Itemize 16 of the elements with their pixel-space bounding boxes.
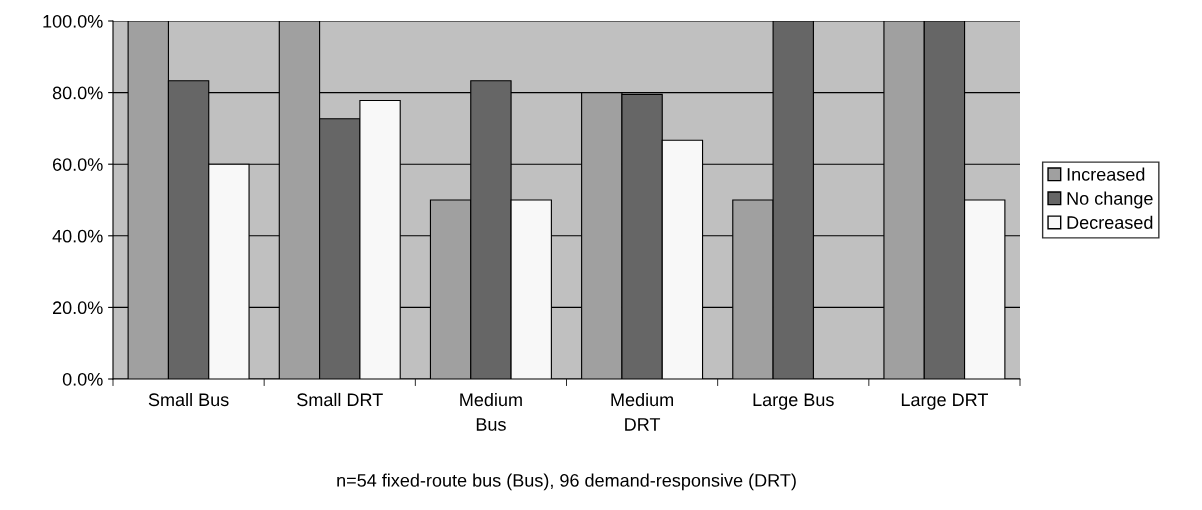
x-tick-label: Large Bus	[753, 393, 834, 410]
y-tick-label: 0.0%	[62, 372, 103, 386]
legend-label: Increased	[1067, 167, 1145, 181]
x-tick-label: Large DRT	[901, 393, 988, 410]
legend-label: No change	[1067, 191, 1153, 209]
x-tick-label: Medium DRT	[611, 392, 673, 431]
x-tick-label: Medium Bus	[460, 392, 522, 431]
x-tick-label: Small DRT	[297, 392, 383, 407]
legend-label: Decreased	[1067, 215, 1153, 229]
y-tick-label: 40.0%	[52, 229, 103, 243]
y-tick-label: 60.0%	[53, 158, 103, 171]
y-tick-label: 20.0%	[52, 301, 103, 315]
x-tick-label: Small Bus	[148, 392, 229, 407]
y-tick-label: 100.0%	[43, 14, 103, 28]
y-tick-label: 80.0%	[52, 86, 103, 100]
text: n=54 fixed-route bus (Bus), 96 demand-responsive (DRT)	[337, 473, 796, 491]
